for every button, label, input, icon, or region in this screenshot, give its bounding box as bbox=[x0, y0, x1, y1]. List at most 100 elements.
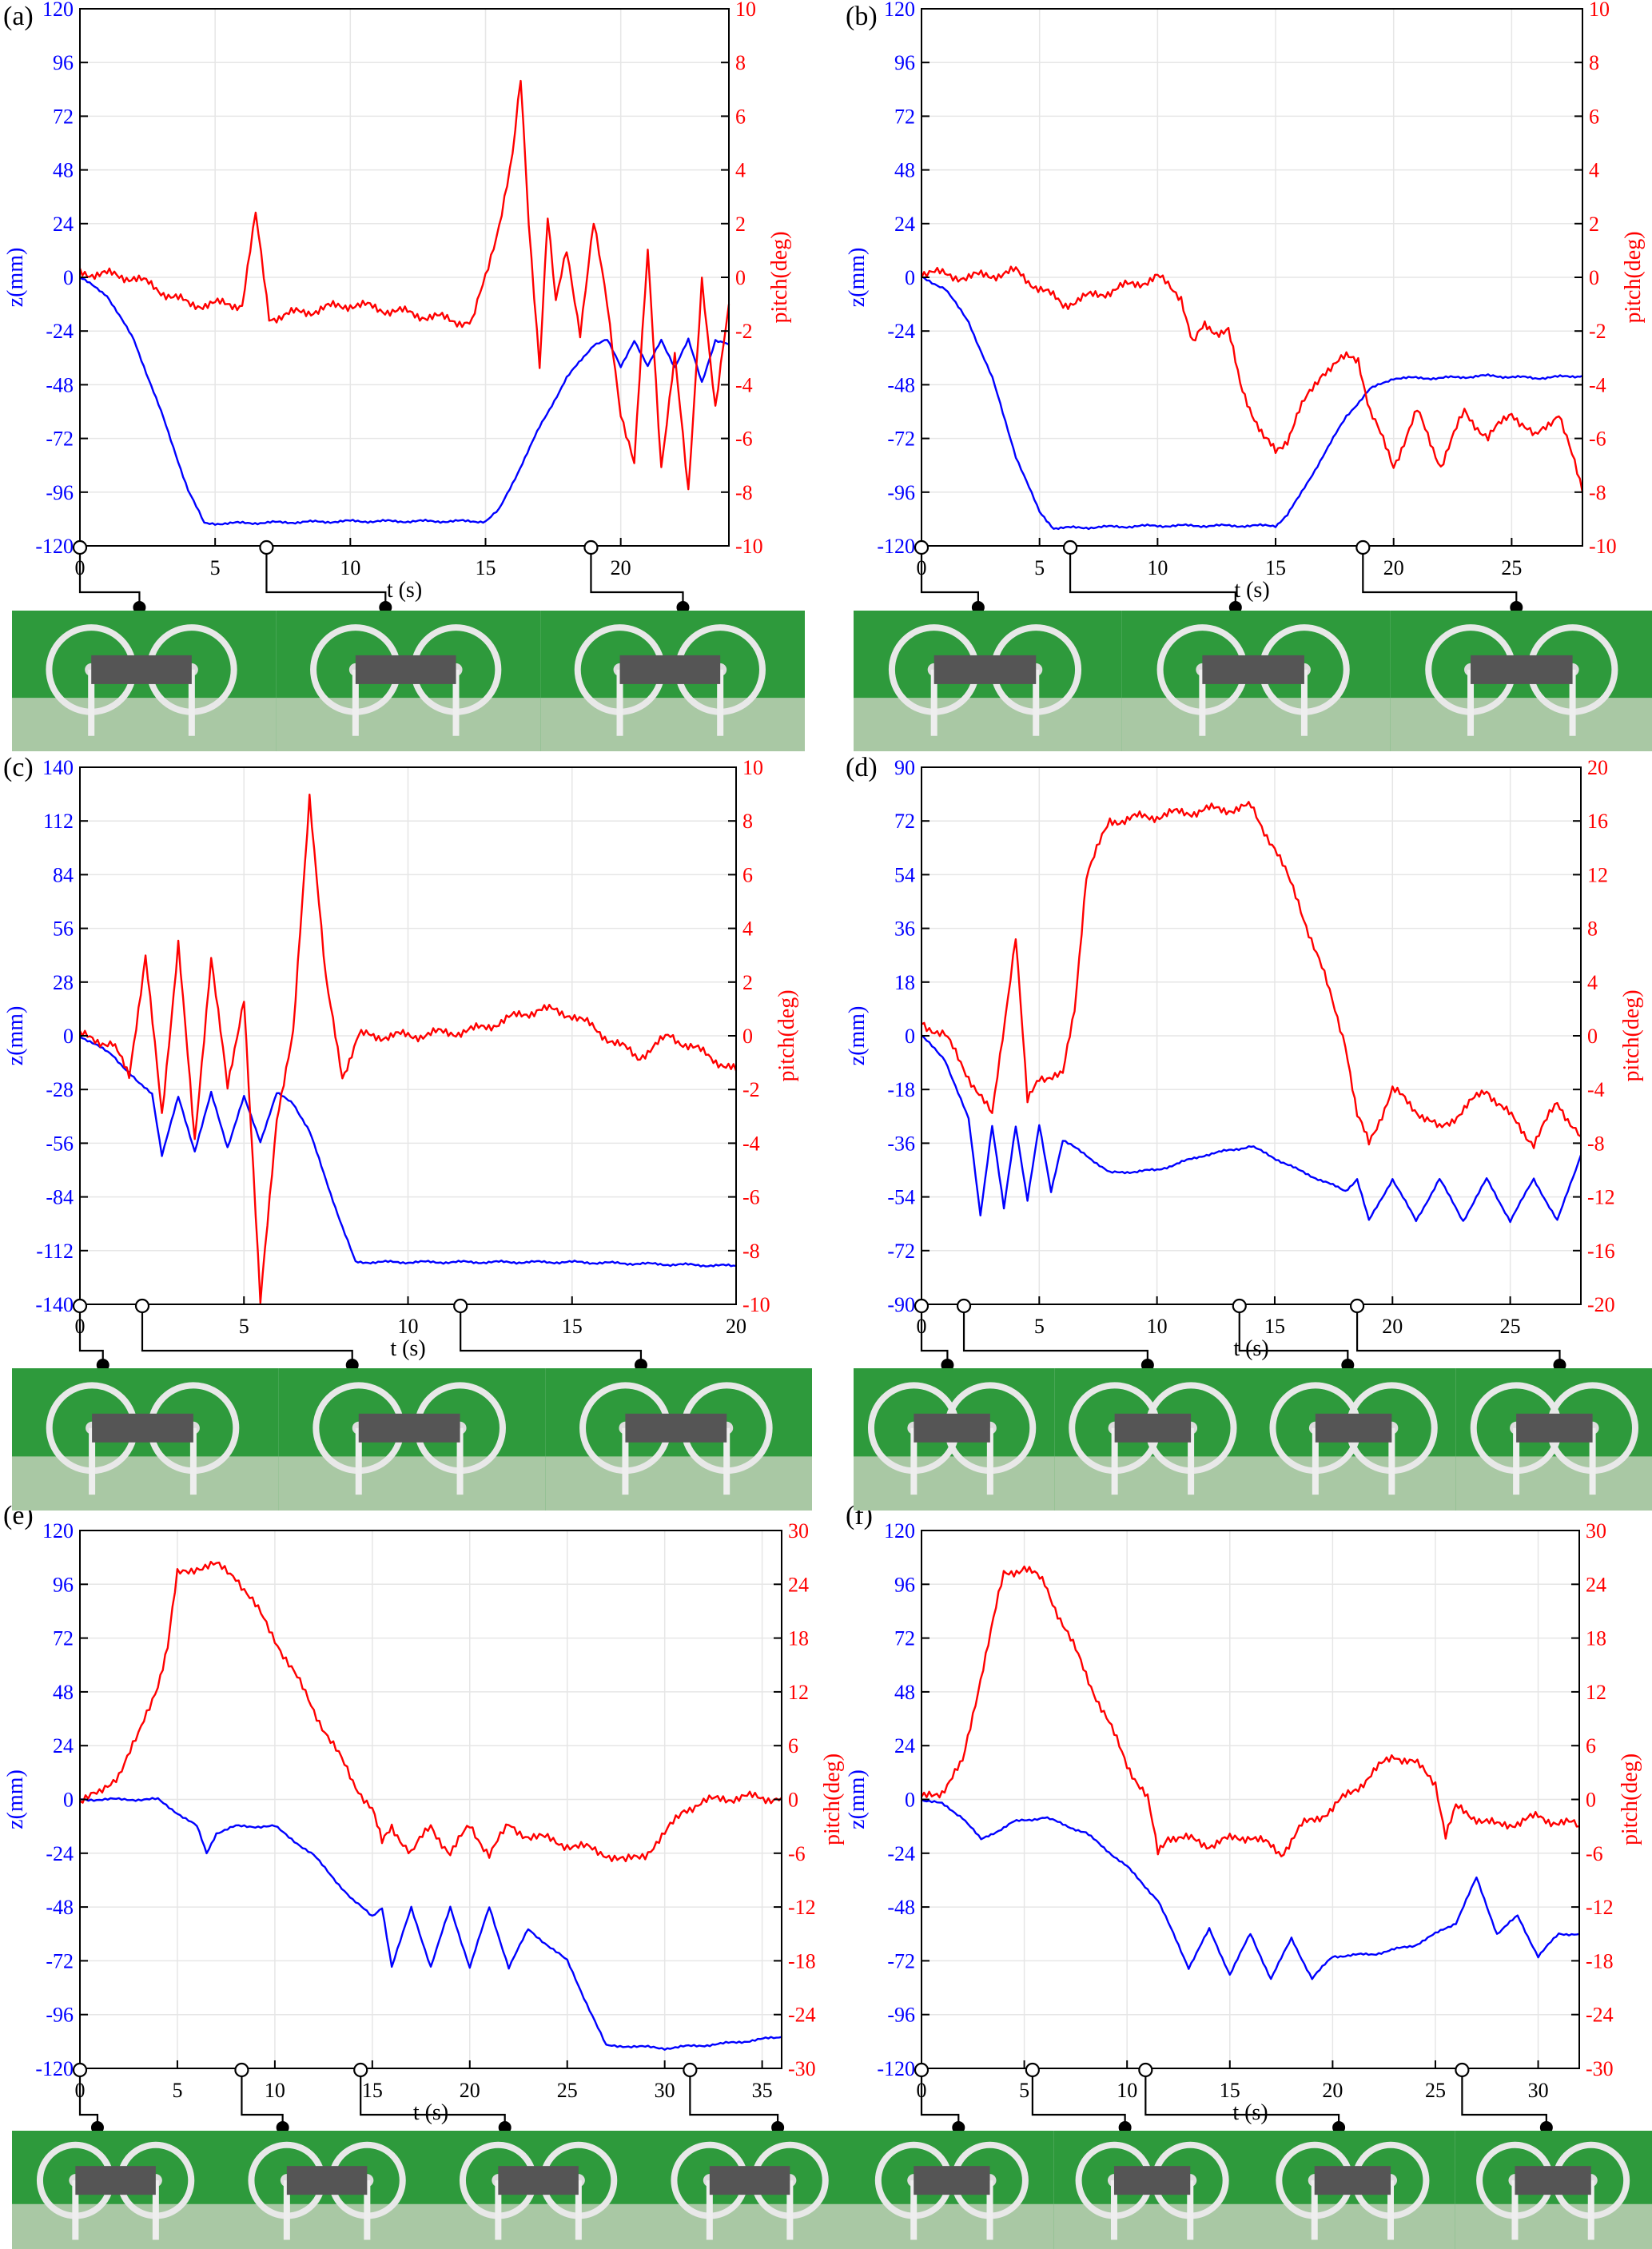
y-left-tick-label: 18 bbox=[894, 971, 915, 994]
y-left-tick-label: 96 bbox=[894, 1573, 915, 1596]
floor bbox=[12, 1456, 279, 1511]
y-left-tick-label: 48 bbox=[53, 1681, 74, 1704]
chart-panel-5: 0 5 10 15 20 25 30 -120 -96 -72 -48 -24 0 24 48 72 96 120… bbox=[845, 1519, 1652, 2249]
pitch-axis-label: pitch(deg) bbox=[774, 989, 799, 1081]
robot-body bbox=[75, 2166, 156, 2195]
y-left-tick-label: -112 bbox=[36, 1240, 74, 1263]
y-left-tick-label: 90 bbox=[894, 756, 915, 779]
y-right-tick-label: -6 bbox=[1589, 428, 1606, 451]
robot-body bbox=[92, 1413, 193, 1443]
open-marker bbox=[956, 1298, 972, 1314]
y-left-tick-label: 0 bbox=[905, 1789, 915, 1812]
z-series-line bbox=[921, 275, 1583, 531]
open-marker bbox=[1025, 2062, 1040, 2078]
timeline-connector bbox=[141, 1306, 353, 1365]
y-left-tick-label: -48 bbox=[887, 373, 915, 396]
y-left-tick-label: 24 bbox=[894, 1734, 915, 1757]
z-series-line bbox=[79, 1036, 737, 1268]
y-right-tick-label: -12 bbox=[1586, 1896, 1614, 1919]
y-right-tick-label: -8 bbox=[742, 1240, 760, 1263]
y-right-tick-label: -30 bbox=[788, 2057, 816, 2080]
pitch-axis-label: pitch(deg) bbox=[820, 1753, 845, 1845]
y-left-tick-label: 0 bbox=[63, 266, 74, 289]
chart-panel-2: 0 5 10 15 20-140-112-84-56-280285684112140-1… bbox=[3, 756, 812, 1511]
y-right-tick-label: -12 bbox=[788, 1896, 816, 1919]
y-left-tick-label: 48 bbox=[894, 1681, 915, 1704]
floor bbox=[1255, 1456, 1456, 1511]
z-axis-label: z(mm) bbox=[3, 1769, 28, 1829]
robot-body bbox=[709, 2166, 790, 2195]
y-left-tick-label: -56 bbox=[46, 1132, 74, 1155]
timeline-connector bbox=[920, 547, 979, 607]
y-right-tick-label: -4 bbox=[742, 1132, 760, 1155]
open-marker bbox=[914, 2062, 929, 2078]
y-right-tick-label: 8 bbox=[735, 51, 746, 74]
y-right-tick-label: -18 bbox=[1586, 1949, 1614, 1972]
y-left-tick-label: -96 bbox=[46, 2004, 74, 2027]
z-axis-label: z(mm) bbox=[3, 248, 28, 308]
robot-body bbox=[1315, 1413, 1392, 1443]
y-right-tick-label: 0 bbox=[742, 1025, 753, 1048]
floor bbox=[540, 698, 805, 751]
robot-body bbox=[358, 1413, 460, 1443]
robot-body bbox=[1113, 2166, 1191, 2195]
y-right-tick-label: 0 bbox=[788, 1789, 798, 1812]
x-tick-label: 20 bbox=[460, 2079, 480, 2102]
robot-body bbox=[625, 1413, 727, 1443]
x-tick-label: 15 bbox=[562, 1315, 583, 1338]
open-marker bbox=[72, 539, 88, 555]
y-left-tick-label: -72 bbox=[46, 428, 74, 451]
chart-panel-1: 0 5 10 15 20 25-120-96-72-48-24024487296120-1… bbox=[845, 0, 1652, 751]
x-tick-label: 10 bbox=[340, 556, 360, 579]
timeline-connector bbox=[1238, 1306, 1349, 1365]
y-left-tick-label: -28 bbox=[46, 1078, 74, 1101]
robot-body bbox=[498, 2166, 579, 2195]
floor bbox=[12, 2203, 224, 2249]
y-left-tick-label: -48 bbox=[46, 373, 74, 396]
panel-a-label: (a) bbox=[3, 2, 34, 31]
x-axis-label: t (s) bbox=[390, 1336, 425, 1361]
timeline-connector bbox=[265, 547, 387, 607]
panel-d-label: (d) bbox=[846, 753, 878, 782]
pitch-series-line bbox=[921, 801, 1582, 1149]
y-right-tick-label: 24 bbox=[788, 1573, 809, 1596]
y-left-tick-label: -18 bbox=[887, 1078, 915, 1101]
floor bbox=[646, 2203, 858, 2249]
floor bbox=[1121, 698, 1391, 751]
y-right-tick-label: 12 bbox=[1587, 863, 1608, 886]
x-tick-label: 10 bbox=[265, 2079, 285, 2102]
y-left-tick-label: 0 bbox=[63, 1025, 74, 1048]
y-left-tick-label: 112 bbox=[43, 810, 74, 833]
panel-c-label: (c) bbox=[3, 753, 34, 782]
y-right-tick-label: 2 bbox=[742, 971, 753, 994]
open-marker bbox=[1349, 1298, 1365, 1314]
z-series-line bbox=[921, 1798, 1580, 1980]
y-right-tick-label: 20 bbox=[1587, 756, 1608, 779]
robot-body bbox=[355, 655, 456, 684]
y-right-tick-label: 18 bbox=[788, 1627, 809, 1650]
timeline-connector bbox=[1355, 1306, 1561, 1365]
z-series-line bbox=[921, 1034, 1582, 1224]
y-left-tick-label: -90 bbox=[887, 1293, 915, 1316]
y-right-tick-label: 4 bbox=[1587, 971, 1598, 994]
y-right-tick-label: 30 bbox=[788, 1519, 809, 1542]
x-tick-label: 20 bbox=[1383, 556, 1404, 579]
y-left-tick-label: -120 bbox=[877, 2057, 915, 2080]
y-right-tick-label: 8 bbox=[1589, 51, 1599, 74]
y-right-tick-label: -2 bbox=[1589, 320, 1606, 343]
x-tick-label: 5 bbox=[1034, 556, 1045, 579]
open-marker bbox=[353, 2062, 368, 2078]
y-left-tick-label: -72 bbox=[887, 428, 915, 451]
floor bbox=[435, 2203, 647, 2249]
y-left-tick-label: -120 bbox=[35, 2057, 74, 2080]
y-left-tick-label: 72 bbox=[894, 1627, 915, 1650]
x-tick-label: 15 bbox=[476, 556, 496, 579]
robot-body bbox=[933, 655, 1037, 684]
open-marker bbox=[914, 539, 929, 555]
timeline-connector bbox=[920, 2070, 960, 2128]
y-right-tick-label: 24 bbox=[1586, 1573, 1606, 1596]
y-left-tick-label: 72 bbox=[53, 105, 74, 128]
x-tick-label: 15 bbox=[362, 2079, 383, 2102]
y-left-tick-label: 48 bbox=[53, 159, 74, 182]
